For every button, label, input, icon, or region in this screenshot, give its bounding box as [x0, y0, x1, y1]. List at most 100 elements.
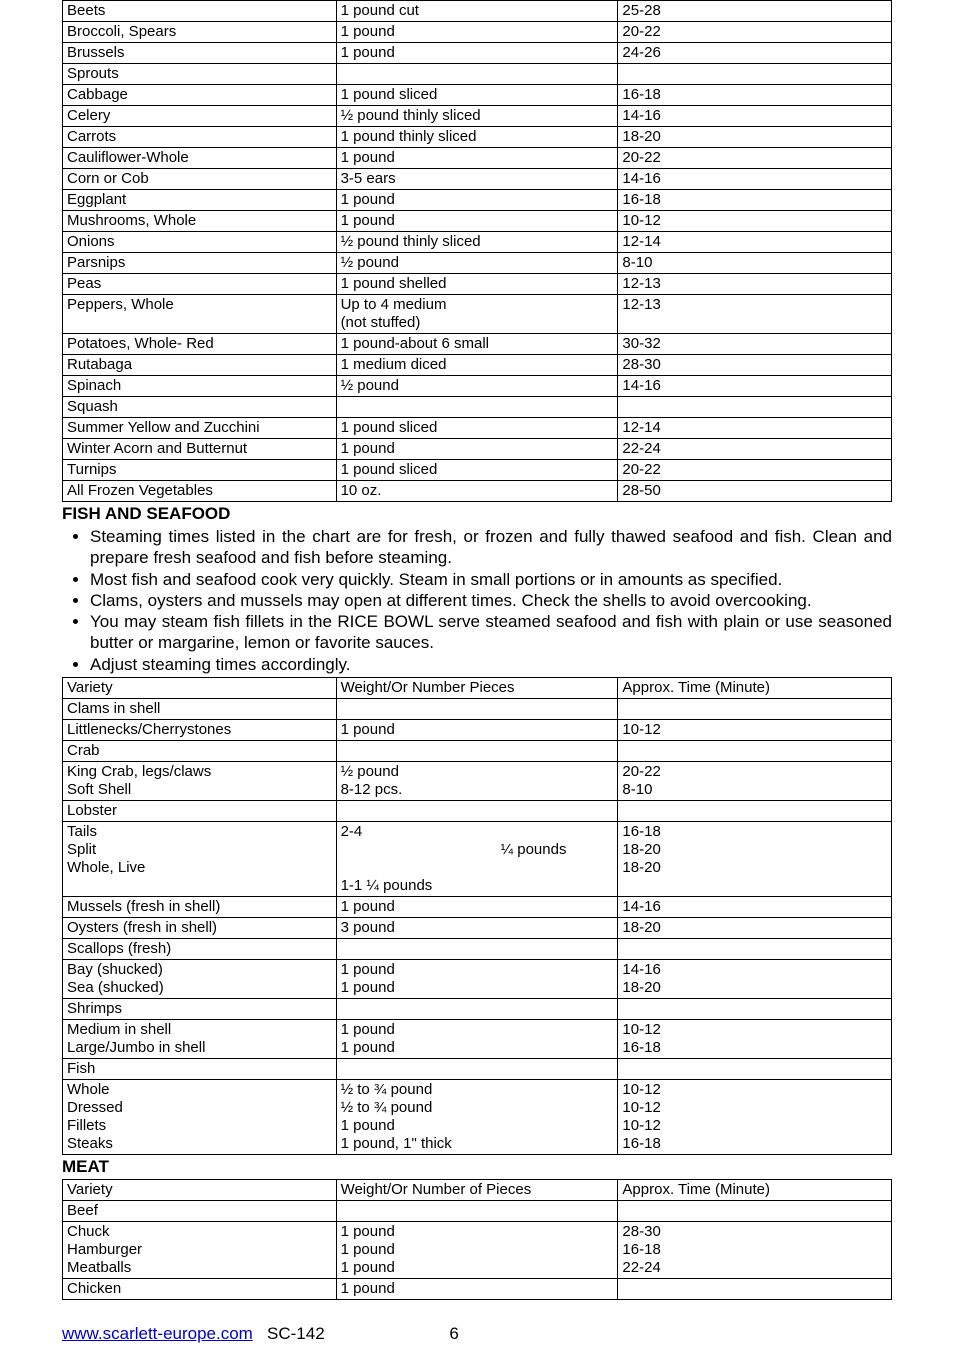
veg-prep: [336, 64, 618, 85]
table-row: TailsSplitWhole, Live2-4¼ pounds1-1 ¼ po…: [63, 821, 892, 896]
fish-time: 16-1818-2018-20: [618, 821, 892, 896]
footer-model: SC-142: [267, 1324, 325, 1343]
veg-name: Cauliflower-Whole: [63, 148, 337, 169]
meat-weight: 1 pound1 pound1 pound: [336, 1221, 618, 1278]
bullet-item: Steaming times listed in the chart are f…: [90, 526, 892, 569]
table-row: Clams in shell: [63, 698, 892, 719]
veg-name: All Frozen Vegetables: [63, 481, 337, 502]
column-header: Variety: [63, 1179, 337, 1200]
veg-name: Cabbage: [63, 85, 337, 106]
column-header: Approx. Time (Minute): [618, 1179, 892, 1200]
table-row: Chicken1 pound: [63, 1278, 892, 1299]
veg-name: Peas: [63, 274, 337, 295]
veg-time: [618, 64, 892, 85]
table-row: WholeDressedFilletsSteaks½ to ¾ pound½ t…: [63, 1079, 892, 1154]
veg-time: 20-22: [618, 22, 892, 43]
bullet-item: Most fish and seafood cook very quickly.…: [90, 569, 892, 590]
meat-variety: Beef: [63, 1200, 337, 1221]
veg-name: Onions: [63, 232, 337, 253]
table-row: Bay (shucked)Sea (shucked)1 pound1 pound…: [63, 959, 892, 998]
veg-time: 10-12: [618, 211, 892, 232]
veg-time: 28-50: [618, 481, 892, 502]
fish-variety: Mussels (fresh in shell): [63, 896, 337, 917]
fish-weight: 1 pound: [336, 896, 618, 917]
table-row: Potatoes, Whole- Red1 pound-about 6 smal…: [63, 334, 892, 355]
fish-time: 18-20: [618, 917, 892, 938]
table-row: Sprouts: [63, 64, 892, 85]
veg-prep: 1 pound: [336, 22, 618, 43]
fish-weight: [336, 1058, 618, 1079]
table-row: Beef: [63, 1200, 892, 1221]
meat-time: 28-3016-1822-24: [618, 1221, 892, 1278]
meat-weight: [336, 1200, 618, 1221]
fish-time: 14-16: [618, 896, 892, 917]
fish-variety: Clams in shell: [63, 698, 337, 719]
fish-variety: King Crab, legs/clawsSoft Shell: [63, 761, 337, 800]
veg-time: 16-18: [618, 85, 892, 106]
veg-time: 14-16: [618, 106, 892, 127]
table-row: Squash: [63, 397, 892, 418]
veg-prep: 1 pound: [336, 148, 618, 169]
veg-name: Carrots: [63, 127, 337, 148]
veg-prep: 1 pound sliced: [336, 460, 618, 481]
table-row: Turnips1 pound sliced20-22: [63, 460, 892, 481]
fish-variety: Bay (shucked)Sea (shucked): [63, 959, 337, 998]
veg-time: 12-13: [618, 295, 892, 334]
fish-variety: TailsSplitWhole, Live: [63, 821, 337, 896]
fish-bullets: Steaming times listed in the chart are f…: [62, 526, 892, 675]
veg-name: Eggplant: [63, 190, 337, 211]
fish-weight: [336, 938, 618, 959]
veg-name: Potatoes, Whole- Red: [63, 334, 337, 355]
fish-variety: WholeDressedFilletsSteaks: [63, 1079, 337, 1154]
veg-prep: ½ pound: [336, 376, 618, 397]
table-row: Shrimps: [63, 998, 892, 1019]
veg-prep: ½ pound thinly sliced: [336, 106, 618, 127]
fish-variety: Oysters (fresh in shell): [63, 917, 337, 938]
fish-weight: 1 pound1 pound: [336, 1019, 618, 1058]
bullet-item: You may steam fish fillets in the RICE B…: [90, 611, 892, 654]
table-row: Oysters (fresh in shell)3 pound18-20: [63, 917, 892, 938]
veg-prep: 1 pound thinly sliced: [336, 127, 618, 148]
fish-time: [618, 1058, 892, 1079]
fish-time: [618, 998, 892, 1019]
veg-time: 8-10: [618, 253, 892, 274]
table-header-row: VarietyWeight/Or Number of PiecesApprox.…: [63, 1179, 892, 1200]
table-row: Carrots1 pound thinly sliced18-20: [63, 127, 892, 148]
veg-prep: 1 pound cut: [336, 1, 618, 22]
table-row: Parsnips½ pound8-10: [63, 253, 892, 274]
fish-weight: ½ pound8-12 pcs.: [336, 761, 618, 800]
veg-prep: 3-5 ears: [336, 169, 618, 190]
fish-table: VarietyWeight/Or Number PiecesApprox. Ti…: [62, 677, 892, 1155]
veg-name: Turnips: [63, 460, 337, 481]
column-header: Variety: [63, 677, 337, 698]
fish-weight: [336, 800, 618, 821]
table-row: Onions½ pound thinly sliced12-14: [63, 232, 892, 253]
meat-heading: MEAT: [62, 1157, 892, 1177]
meat-table: VarietyWeight/Or Number of PiecesApprox.…: [62, 1179, 892, 1300]
veg-time: 28-30: [618, 355, 892, 376]
table-row: Mussels (fresh in shell)1 pound14-16: [63, 896, 892, 917]
footer-link[interactable]: www.scarlett-europe.com: [62, 1324, 253, 1343]
fish-variety: Fish: [63, 1058, 337, 1079]
table-row: Peppers, WholeUp to 4 medium(not stuffed…: [63, 295, 892, 334]
veg-prep: Up to 4 medium(not stuffed): [336, 295, 618, 334]
table-row: Broccoli, Spears1 pound20-22: [63, 22, 892, 43]
veg-time: 12-14: [618, 232, 892, 253]
veg-prep: 10 oz.: [336, 481, 618, 502]
veg-time: 24-26: [618, 43, 892, 64]
veg-time: 30-32: [618, 334, 892, 355]
veg-name: Spinach: [63, 376, 337, 397]
veg-prep: [336, 397, 618, 418]
table-row: Brussels1 pound24-26: [63, 43, 892, 64]
bullet-item: Clams, oysters and mussels may open at d…: [90, 590, 892, 611]
table-header-row: VarietyWeight/Or Number PiecesApprox. Ti…: [63, 677, 892, 698]
veg-prep: 1 pound: [336, 211, 618, 232]
table-row: Mushrooms, Whole1 pound10-12: [63, 211, 892, 232]
veg-time: 20-22: [618, 460, 892, 481]
fish-heading: FISH AND SEAFOOD: [62, 504, 892, 524]
veg-time: 22-24: [618, 439, 892, 460]
fish-weight: 1 pound1 pound: [336, 959, 618, 998]
fish-time: 10-1216-18: [618, 1019, 892, 1058]
fish-time: 10-12: [618, 719, 892, 740]
table-row: Winter Acorn and Butternut1 pound22-24: [63, 439, 892, 460]
